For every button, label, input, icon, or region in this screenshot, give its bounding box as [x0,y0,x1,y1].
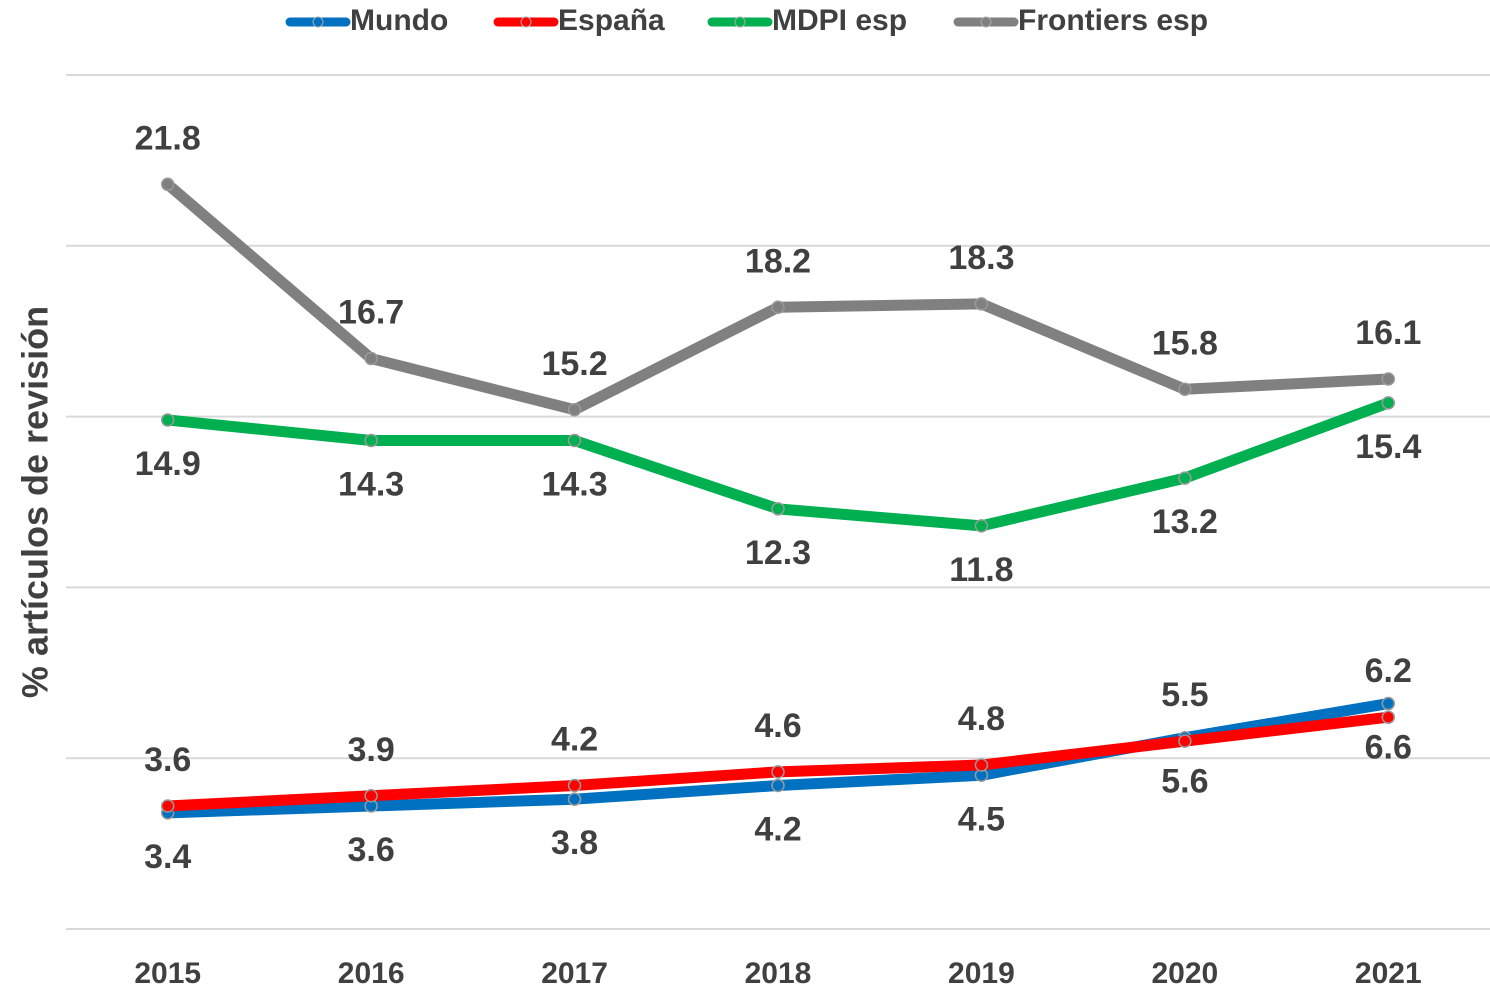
data-label: 16.7 [338,294,404,332]
x-tick-label: 2016 [338,957,405,990]
point [567,792,582,806]
legend-label: España [558,4,665,37]
point [771,765,785,779]
data-label: 4.2 [754,811,801,849]
point [1381,710,1396,724]
data-label: 5.6 [1161,763,1208,801]
data-label: 3.8 [551,824,598,862]
data-label: 4.8 [958,700,1005,738]
point [567,403,582,417]
legend-label: MDPI esp [772,4,907,37]
point [160,799,175,813]
x-tick-label: 2018 [745,957,812,990]
point [364,351,378,366]
legend-marker [312,16,324,28]
point [771,502,785,516]
data-label: 14.9 [135,445,201,483]
data-label: 14.3 [338,465,404,503]
data-label: 4.2 [551,721,598,759]
y-axis-label: % artículos de revisión [15,306,56,698]
x-tick-label: 2019 [948,957,1015,990]
point [1178,471,1192,485]
point [364,789,378,803]
data-label: 18.2 [745,242,811,280]
data-label: 3.4 [144,838,191,876]
data-label: 15.2 [541,345,607,383]
point [160,177,175,192]
data-label: 11.8 [949,551,1013,589]
point [974,297,989,311]
data-label: 13.2 [1152,503,1218,541]
point [974,519,989,533]
x-tick-label: 2021 [1355,957,1422,990]
data-label: 3.9 [348,731,395,769]
x-tick-label: 2015 [134,957,201,990]
legend-marker [980,16,992,28]
data-label: 14.3 [541,465,607,503]
legend-marker [520,16,532,28]
point [364,433,378,448]
point [771,778,785,793]
point [567,778,582,793]
point [1381,372,1396,386]
point [567,433,582,448]
point [1381,396,1396,410]
legend-label: Mundo [350,4,448,37]
data-label: 4.5 [958,800,1005,838]
data-label: 6.6 [1365,729,1412,767]
data-label: 16.1 [1355,314,1421,352]
legend-label: Frontiers esp [1018,4,1208,37]
data-label: 15.8 [1152,324,1218,362]
point [160,413,175,427]
data-label: 18.3 [948,239,1014,277]
point [1381,696,1396,711]
data-label: 3.6 [348,831,395,869]
data-label: 21.8 [135,119,201,157]
data-label: 5.5 [1161,676,1208,714]
point [974,758,989,772]
point [771,300,785,315]
x-tick-label: 2017 [541,957,608,990]
x-tick-label: 2020 [1151,957,1218,990]
legend-marker [734,16,746,28]
point [1178,382,1192,397]
data-label: 3.6 [144,741,191,779]
data-label: 15.4 [1355,428,1421,466]
data-label: 6.2 [1365,652,1412,690]
data-label: 4.6 [754,707,801,745]
point [1178,734,1192,748]
data-label: 12.3 [745,534,811,572]
